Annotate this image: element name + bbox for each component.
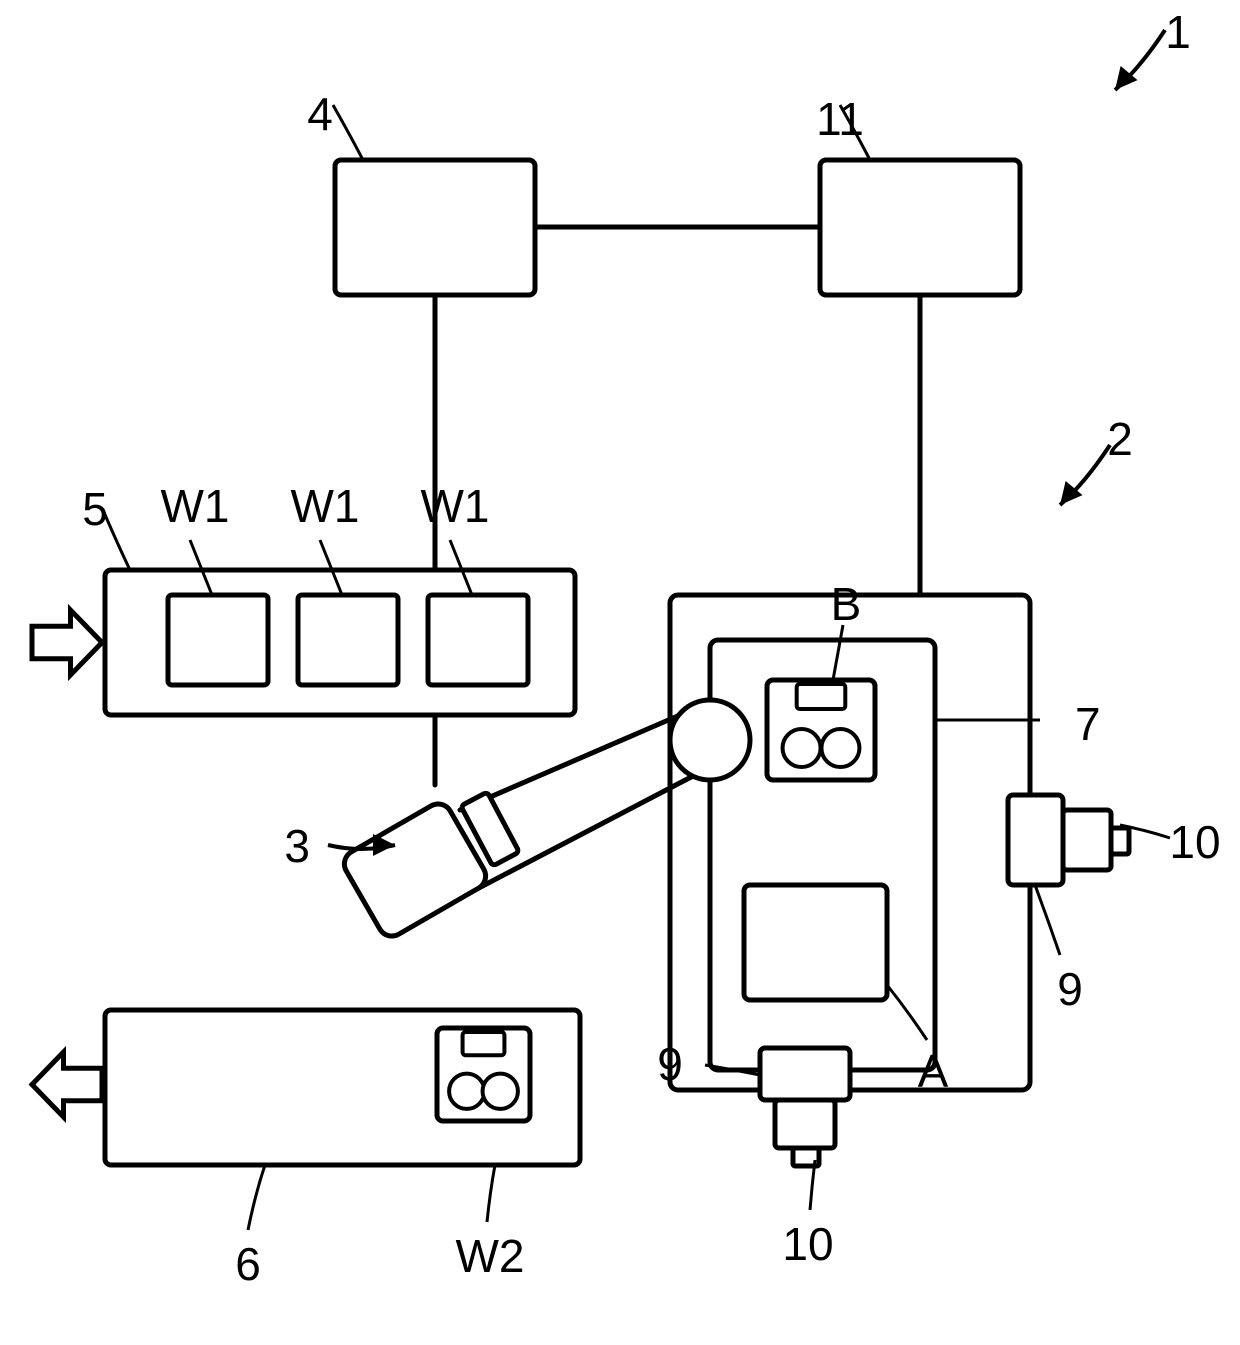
controller-box-11	[820, 160, 1020, 295]
label-9: 9	[657, 1038, 683, 1090]
assembly-hole	[449, 1074, 484, 1109]
label-7: 7	[1075, 698, 1101, 750]
label-A: A	[918, 1045, 949, 1097]
motor-10-right-shaft	[1111, 828, 1129, 854]
label-1: 1	[1165, 6, 1191, 58]
assembly-hole	[821, 729, 859, 767]
label-W1: W1	[161, 480, 230, 532]
label-W1: W1	[421, 480, 490, 532]
leader-line	[248, 1165, 265, 1230]
workpiece-w1	[428, 595, 528, 685]
label-B: B	[831, 578, 862, 630]
label-10: 10	[1169, 816, 1220, 868]
label-6: 6	[235, 1238, 261, 1290]
leader-line	[333, 105, 363, 160]
workpiece-w1	[168, 595, 268, 685]
controller-box-4	[335, 160, 535, 295]
motor-10-bottom	[775, 1100, 835, 1148]
label-W2: W2	[456, 1230, 525, 1282]
label-11: 11	[816, 93, 864, 145]
label-10: 10	[782, 1218, 833, 1270]
flow-arrow	[32, 1052, 102, 1117]
assembly-hole	[783, 729, 821, 767]
leader-line	[487, 1165, 495, 1222]
label-4: 4	[307, 88, 333, 140]
label-9: 9	[1057, 963, 1083, 1015]
robot-arm	[460, 715, 680, 810]
assembly-slot	[463, 1032, 505, 1055]
label-2: 2	[1107, 413, 1133, 465]
chuck-9-bottom	[760, 1048, 850, 1100]
assembly-hole	[483, 1074, 518, 1109]
label-W1: W1	[291, 480, 360, 532]
chuck-9-right	[1008, 795, 1063, 885]
slot-A	[744, 885, 887, 1000]
motor-10-right	[1063, 810, 1111, 870]
workpiece-w1	[298, 595, 398, 685]
label-5: 5	[82, 483, 108, 535]
flow-arrow	[32, 610, 102, 675]
assembly-slot	[797, 684, 846, 709]
label-3: 3	[284, 820, 310, 872]
robot-joint	[670, 700, 750, 780]
leader-line	[1035, 885, 1060, 955]
